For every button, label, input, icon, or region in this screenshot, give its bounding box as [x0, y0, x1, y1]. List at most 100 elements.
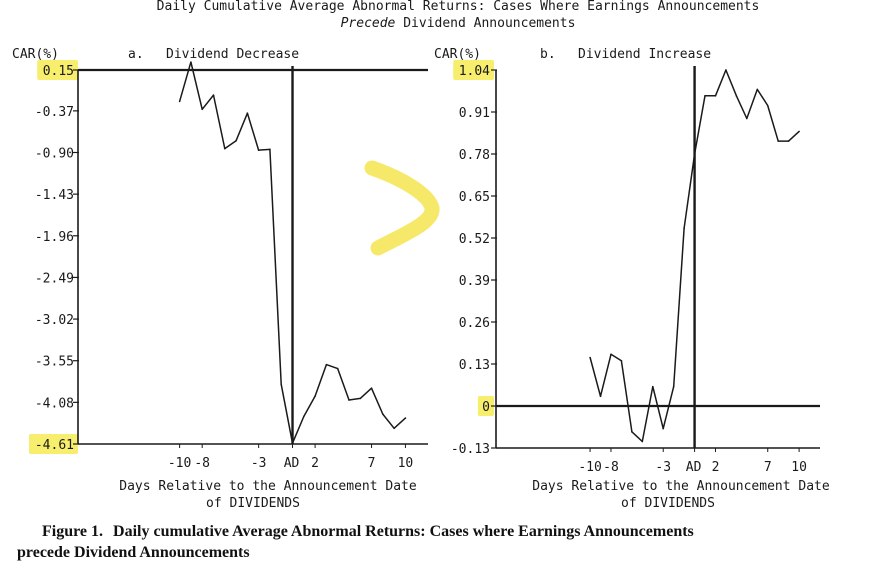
y-tick-label: -1.96: [35, 230, 74, 245]
car-data-point: [651, 385, 654, 388]
car-data-point: [599, 395, 602, 398]
panel-b-series: [589, 69, 800, 443]
y-tick-label: 0.52: [459, 232, 490, 247]
panel-dividend-decrease: CAR(%) a. Dividend Decrease 0.15 -0.37 -0.…: [12, 47, 428, 511]
car-data-point: [348, 399, 350, 401]
car-data-point: [178, 100, 181, 103]
car-data-point: [620, 359, 623, 362]
car-data-point: [704, 95, 706, 97]
panel-b-xlabel: Days Relative to the Announcement Date: [532, 479, 830, 494]
car-data-point: [303, 415, 305, 418]
car-data-point: [201, 108, 203, 111]
panel-b-xlabel2: of DIVIDENDS: [621, 496, 715, 511]
y-tick-label: 0.13: [459, 358, 490, 373]
car-data-point: [798, 130, 800, 133]
car-data-point: [714, 95, 717, 97]
y-tick-label: -3.55: [35, 355, 74, 370]
x-tick-label: 10: [398, 456, 414, 471]
figure-caption-line1: Figure 1. Daily cumulative Average Abnorm…: [42, 523, 694, 540]
panel-a-title: Dividend Decrease: [166, 47, 299, 62]
car-data-point: [257, 149, 260, 151]
panel-a-axes: [77, 66, 428, 445]
car-data-point: [631, 431, 633, 433]
figure-caption-text: Daily cumulative Average Abnormal Return…: [113, 523, 694, 540]
x-tick-label: 2: [712, 460, 720, 475]
x-tick-label: 7: [368, 456, 376, 471]
chart-header-rest: Dividend Announcements: [395, 16, 575, 31]
car-data-point: [393, 427, 395, 430]
y-tick-label: -0.90: [35, 147, 74, 162]
chart-header-line2: Precede Dividend Announcements: [341, 16, 576, 31]
car-data-point: [325, 363, 328, 366]
car-data-point: [610, 353, 612, 356]
panel-b-label: b.: [540, 47, 556, 62]
tick-highlights: [29, 60, 494, 454]
x-tick-label: -10: [578, 460, 601, 475]
car-data-point: [190, 61, 192, 63]
x-tick-label: -8: [603, 460, 619, 475]
x-tick-label: -3: [655, 460, 671, 475]
chart-header-line1: Daily Cumulative Average Abnormal Return…: [157, 0, 760, 14]
panel-a-ylabel: CAR(%): [12, 47, 59, 62]
panel-a-xlabel2: of DIVIDENDS: [206, 496, 300, 511]
car-data-point: [223, 147, 226, 150]
figure-caption-line2: precede Dividend Announcements: [17, 544, 250, 561]
car-data-point: [589, 356, 591, 359]
panel-b-title: Dividend Increase: [578, 47, 711, 62]
car-data-point: [359, 397, 362, 400]
car-data-point: [766, 104, 769, 107]
car-data-point: [336, 367, 339, 370]
car-data-point: [672, 385, 675, 388]
car-data-point: [269, 148, 271, 151]
y-tick-label: 0: [482, 400, 490, 415]
annotation-arrow-mark: [364, 160, 440, 256]
car-data-point: [235, 139, 237, 142]
car-data-point: [404, 417, 407, 419]
y-tick-label: 0.26: [459, 316, 490, 331]
y-tick-label: 0.78: [459, 148, 490, 163]
y-tick-label: 0.91: [459, 106, 490, 121]
car-data-point: [683, 227, 685, 230]
panel-a-label: a.: [128, 47, 144, 62]
car-data-point: [756, 88, 759, 91]
y-tick-label: 0.39: [459, 274, 490, 289]
tick-highlight: [29, 434, 78, 454]
car-data-point: [280, 383, 283, 386]
car-data-point: [662, 427, 665, 430]
car-data-point: [212, 94, 215, 96]
car-data-point: [693, 153, 696, 155]
x-tick-label: AD: [686, 460, 702, 475]
car-data-point: [314, 395, 316, 397]
car-data-point: [291, 442, 294, 445]
y-tick-label: -4.08: [35, 396, 74, 411]
x-tick-label: -10: [168, 456, 191, 471]
panel-b-x-axis: -10 -8 -3 AD 2 7 10: [578, 448, 807, 475]
tick-highlight: [453, 60, 494, 80]
y-tick-label: -3.02: [35, 313, 74, 328]
car-data-point: [777, 140, 779, 142]
y-tick-label: -4.61: [35, 438, 74, 453]
x-tick-label: -3: [251, 456, 267, 471]
panel-b-y-axis: 1.04 0.91 0.78 0.65 0.52 0.39 0.26 0.13 0 -0.13: [451, 64, 497, 457]
car-data-point: [370, 387, 373, 390]
car-data-point: [787, 140, 790, 142]
y-tick-label: -0.37: [35, 105, 74, 120]
car-data-point: [246, 112, 249, 115]
y-tick-label: -2.49: [35, 271, 74, 286]
chart-header-emphasis: Precede: [341, 16, 396, 31]
x-tick-label: -8: [194, 456, 210, 471]
y-tick-label: -0.13: [451, 442, 490, 457]
x-tick-label: 2: [311, 456, 319, 471]
x-tick-label: 10: [791, 460, 807, 475]
y-tick-label: 0.15: [43, 64, 74, 79]
y-tick-label: -1.43: [35, 188, 74, 203]
car-data-point: [746, 117, 748, 120]
panel-a-series: [178, 61, 407, 445]
car-data-point: [641, 440, 644, 443]
panel-dividend-increase: CAR(%) b. Dividend Increase 1.04 0.91 0.78…: [434, 47, 830, 511]
x-tick-label: AD: [284, 456, 300, 471]
y-tick-label: 0.65: [459, 190, 490, 205]
x-tick-label: 7: [764, 460, 772, 475]
panel-a-xlabel: Days Relative to the Announcement Date: [119, 479, 417, 494]
